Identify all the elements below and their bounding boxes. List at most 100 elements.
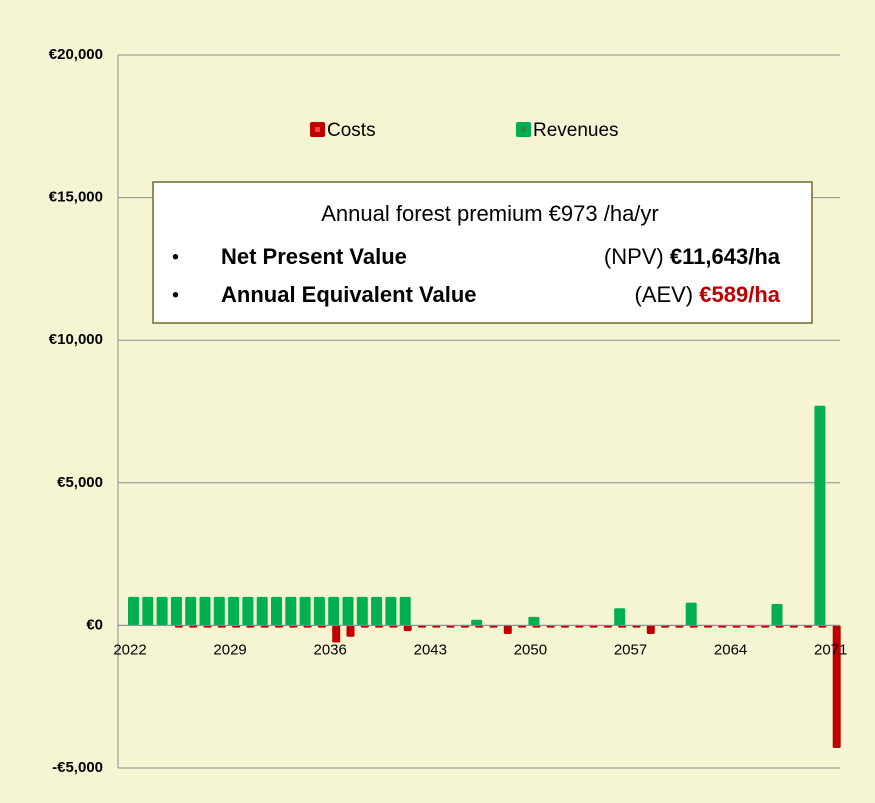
x-tick-label: 2043: [414, 641, 447, 658]
x-tick-label: 2022: [113, 641, 146, 658]
bar: [371, 596, 383, 626]
bar: [213, 596, 225, 626]
bar: [532, 625, 541, 628]
bar: [285, 596, 297, 626]
bar: [789, 625, 798, 628]
bar: [303, 625, 312, 628]
bar: [342, 596, 354, 626]
bar: [260, 625, 269, 628]
bar: [718, 625, 727, 628]
y-tick-label: €15,000: [49, 189, 103, 206]
bar: [475, 625, 484, 628]
item-value-line: (NPV) €11,643/ha: [604, 244, 781, 269]
bar: [675, 625, 684, 628]
bar: [128, 596, 139, 626]
bullet: •: [172, 284, 179, 306]
bar: [174, 625, 183, 628]
bar: [589, 625, 598, 628]
bar: [170, 596, 182, 626]
legend-label: Costs: [327, 120, 376, 141]
bar: [332, 625, 341, 643]
bar: [317, 625, 326, 628]
bar: [189, 625, 198, 628]
bar: [746, 625, 755, 628]
bar: [199, 596, 211, 626]
bar: [375, 625, 384, 628]
bar: [156, 596, 168, 626]
bar: [418, 625, 426, 628]
bar: [185, 596, 197, 626]
bar: [771, 604, 783, 626]
bar: [732, 625, 741, 628]
bar: [603, 625, 612, 628]
bar: [432, 625, 441, 628]
bar: [228, 596, 240, 626]
bar: [689, 625, 698, 628]
item-abbr: (AEV): [634, 282, 693, 307]
item-value: €11,643/ha: [670, 244, 781, 269]
bar: [528, 616, 540, 626]
bar: [646, 625, 655, 634]
bar: [575, 625, 584, 628]
annotation-title: Annual forest premium €973 /ha/yr: [321, 201, 659, 226]
bar: [360, 625, 369, 628]
bar: [460, 625, 469, 628]
bar: [761, 625, 770, 628]
item-label: Annual Equivalent Value: [221, 282, 477, 307]
bullet: •: [172, 246, 179, 268]
bar: [818, 625, 827, 628]
bar: [328, 596, 340, 626]
y-tick-label: -€5,000: [52, 759, 103, 776]
item-value-line: (AEV) €589/ha: [634, 282, 780, 307]
x-tick-label: 2057: [614, 641, 647, 658]
y-tick-label: €0: [86, 616, 103, 633]
legend-swatch-inner: [521, 127, 526, 132]
bar: [403, 625, 412, 632]
bar: [632, 625, 641, 628]
bar: [503, 625, 512, 634]
bar: [271, 596, 282, 626]
item-value: €589/ha: [699, 282, 780, 307]
x-tick-label: 2029: [213, 641, 246, 658]
y-tick-label: €10,000: [49, 331, 103, 348]
y-tick-label: €5,000: [57, 474, 103, 491]
bar: [356, 596, 368, 626]
legend-swatch-inner: [315, 127, 320, 132]
bar: [399, 596, 411, 626]
bar: [203, 625, 212, 628]
bar: [685, 602, 697, 626]
item-abbr: (NPV): [604, 244, 664, 269]
bar: [832, 625, 841, 749]
bar: [775, 625, 784, 628]
bar: [313, 596, 325, 626]
bar: [289, 625, 298, 628]
bar: [471, 619, 483, 626]
x-tick-label: 2064: [714, 641, 747, 658]
bar: [618, 625, 627, 628]
bar: [661, 625, 670, 628]
bar: [217, 625, 226, 628]
y-tick-label: €20,000: [49, 46, 103, 63]
bar: [614, 608, 626, 626]
item-label: Net Present Value: [221, 244, 407, 269]
bar: [275, 625, 283, 628]
bar: [804, 625, 813, 628]
bar: [546, 625, 555, 628]
x-tick-label: 2071: [814, 641, 847, 658]
bar: [446, 625, 455, 628]
bar: [256, 596, 268, 626]
bar: [232, 625, 241, 628]
bar: [299, 596, 311, 626]
bar: [389, 625, 398, 628]
bar: [346, 625, 355, 637]
bar: [385, 596, 397, 626]
bar: [142, 596, 154, 626]
x-tick-label: 2036: [314, 641, 347, 658]
bar: [814, 405, 826, 626]
bar: [704, 625, 712, 628]
bar: [518, 625, 527, 628]
bar: [561, 625, 569, 628]
legend-label: Revenues: [533, 120, 619, 141]
